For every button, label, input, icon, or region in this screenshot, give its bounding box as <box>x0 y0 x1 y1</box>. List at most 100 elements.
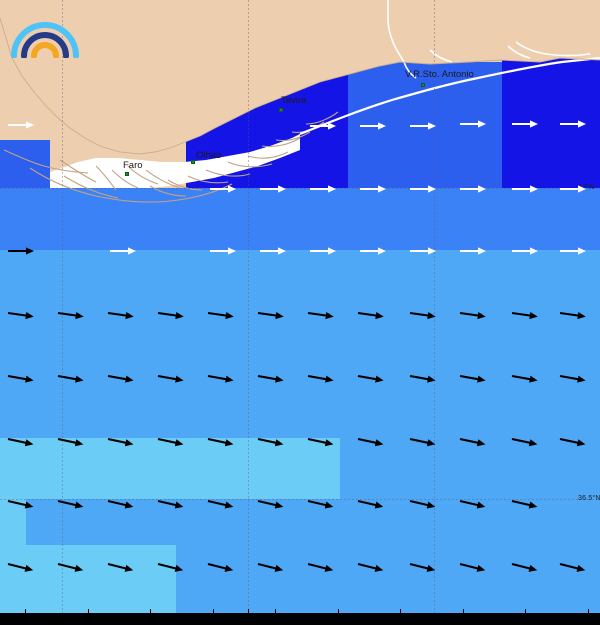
wind-arrow <box>459 499 486 509</box>
wind-arrow <box>559 374 586 383</box>
wind-arrow <box>257 311 284 320</box>
longitude-tick <box>338 609 339 613</box>
wind-arrow <box>207 374 234 383</box>
sea-color-cell <box>0 250 600 438</box>
wind-arrow <box>360 122 386 130</box>
wind-arrow <box>560 247 586 255</box>
wind-arrow <box>307 499 334 509</box>
wind-arrow <box>357 562 384 572</box>
latitude-label: 37°N <box>578 184 595 191</box>
wind-arrow <box>57 562 84 572</box>
wind-arrow <box>157 311 184 320</box>
longitude-gridline <box>248 0 249 613</box>
wind-arrow <box>307 374 334 383</box>
wind-arrow <box>207 437 234 447</box>
nodata-coastal-strip <box>50 134 300 188</box>
place-marker-dot[interactable] <box>279 108 283 112</box>
wind-arrow <box>310 185 336 193</box>
wind-arrow <box>8 121 34 129</box>
wind-arrow <box>307 311 334 320</box>
wind-arrow <box>210 247 236 255</box>
wind-arrow <box>310 122 336 130</box>
wind-arrow <box>57 499 84 509</box>
wind-arrow <box>157 499 184 509</box>
wind-arrow <box>8 247 34 255</box>
longitude-tick <box>248 609 249 613</box>
wind-arrow <box>511 437 538 447</box>
longitude-tick <box>275 609 276 613</box>
wind-arrow <box>360 185 386 193</box>
place-marker-dot[interactable] <box>191 160 195 164</box>
place-label-tavira: Tavira <box>281 95 307 106</box>
wind-arrow <box>560 185 586 193</box>
wind-arrow <box>260 185 286 193</box>
wind-arrow <box>157 562 184 572</box>
wind-arrow <box>57 374 84 383</box>
wind-arrow <box>410 185 436 193</box>
wind-arrow <box>511 374 538 383</box>
place-marker-dot[interactable] <box>421 83 425 87</box>
wind-arrow <box>460 120 486 128</box>
wind-arrow <box>357 437 384 447</box>
wind-arrow <box>110 247 136 255</box>
wind-arrow <box>357 499 384 509</box>
wind-arrow <box>410 122 436 130</box>
wind-arrow <box>157 374 184 383</box>
landmass-shape <box>0 0 600 154</box>
wind-arrow <box>559 437 586 447</box>
wind-arrow <box>260 247 286 255</box>
longitude-tick-row <box>0 608 600 613</box>
wind-arrow <box>409 499 436 509</box>
longitude-tick <box>588 609 589 613</box>
wind-arrow <box>459 311 486 320</box>
wind-arrow <box>107 499 134 509</box>
wind-arrow <box>511 311 538 320</box>
wind-arrow <box>107 374 134 383</box>
wind-arrow <box>157 437 184 447</box>
latitude-gridline <box>0 188 600 189</box>
longitude-gridline <box>434 0 435 613</box>
longitude-tick <box>400 609 401 613</box>
sea-color-cell <box>0 140 50 188</box>
wind-arrow <box>357 374 384 383</box>
wind-arrow <box>107 311 134 320</box>
longitude-tick <box>150 609 151 613</box>
wind-arrow <box>511 562 538 572</box>
wind-arrow <box>559 562 586 572</box>
wind-arrow <box>409 437 436 447</box>
longitude-tick <box>213 609 214 613</box>
wind-arrow <box>57 311 84 320</box>
longitude-gridline <box>62 0 63 613</box>
longitude-tick <box>25 609 26 613</box>
sea-color-cell <box>0 438 340 499</box>
longitude-tick <box>88 609 89 613</box>
wind-arrow <box>307 562 334 572</box>
wind-arrow <box>409 562 436 572</box>
logo-arc-middle <box>21 32 69 59</box>
latitude-gridline <box>0 499 600 500</box>
wind-arrow <box>409 311 436 320</box>
logo-arc-outer <box>11 22 79 59</box>
wind-arrow <box>257 499 284 509</box>
logo-arc-accent <box>40 51 51 57</box>
wind-arrow <box>360 247 386 255</box>
place-marker-dot[interactable] <box>125 172 129 176</box>
sea-color-cell <box>0 188 600 250</box>
longitude-tick <box>525 609 526 613</box>
wind-arrow <box>57 437 84 447</box>
wind-arrow <box>210 185 236 193</box>
wind-arrow <box>460 247 486 255</box>
wind-arrow <box>207 499 234 509</box>
logo-arc-inner <box>31 42 59 59</box>
wind-arrow <box>7 374 34 383</box>
rainbow-logo[interactable] <box>10 16 80 59</box>
bottom-axis-strip <box>0 613 600 625</box>
place-label-faro: Faro <box>123 160 143 171</box>
wind-arrow <box>512 120 538 128</box>
wind-arrow <box>257 374 284 383</box>
wind-arrow <box>307 437 334 447</box>
